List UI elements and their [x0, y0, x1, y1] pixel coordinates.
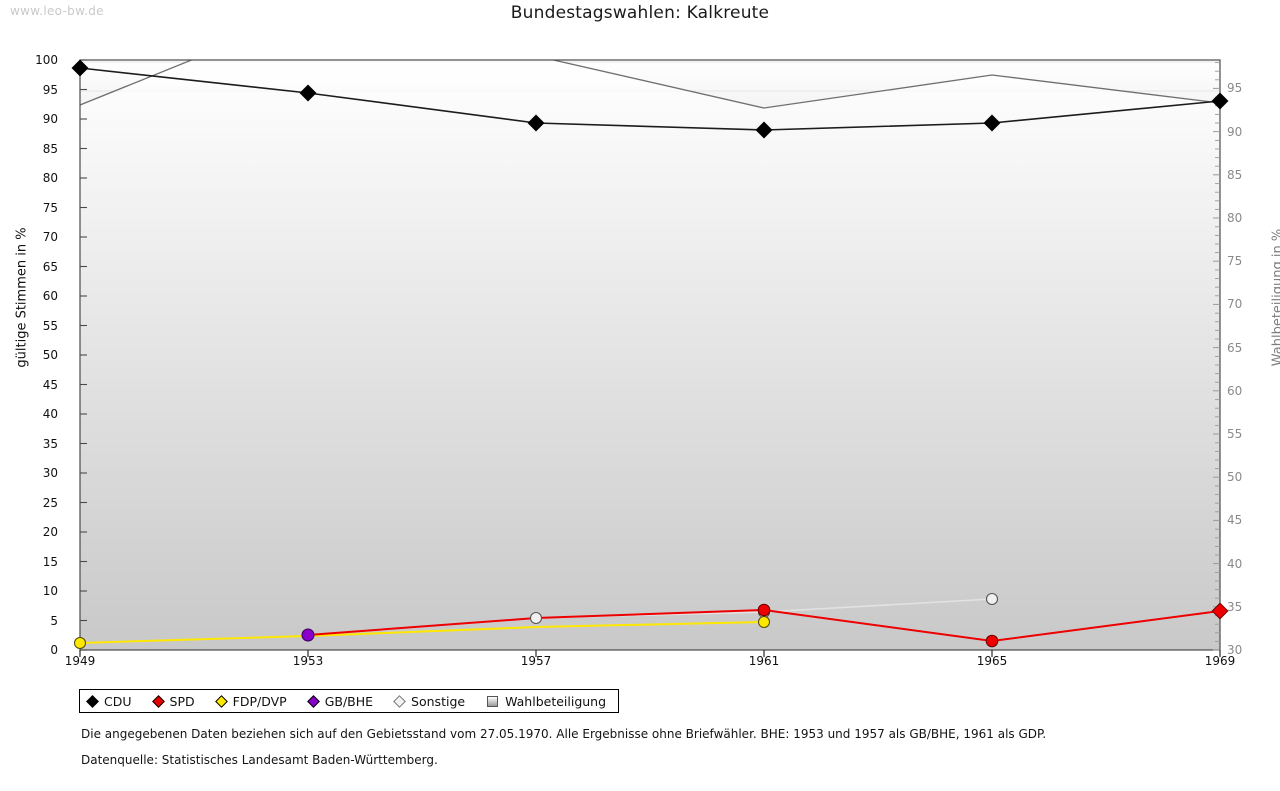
y-right-tick-50: 50	[1227, 470, 1243, 485]
y-right-tick-80: 80	[1227, 211, 1243, 225]
y-left-tick-85: 85	[42, 141, 58, 156]
y-right-tick-60: 60	[1227, 383, 1243, 398]
y-right-tick-85: 85	[1227, 167, 1243, 182]
legend-label-gb-bhe: GB/BHE	[324, 693, 374, 709]
gb-bhe-marker-icon	[306, 694, 320, 708]
footnote-data-note: Die angegebenen Daten beziehen sich auf …	[81, 727, 1047, 741]
legend-label-fdp-dvp: FDP/DVP	[232, 693, 287, 709]
y-right-tick-95: 95	[1227, 81, 1243, 96]
y-left-tick-90: 90	[42, 112, 58, 126]
x-tick-1953: 1953	[292, 654, 324, 668]
y-left-tick-55: 55	[42, 318, 58, 333]
y-left-tick-40: 40	[42, 407, 58, 421]
y-left-tick-0: 0	[50, 643, 58, 657]
cdu-marker-icon	[86, 694, 99, 708]
y-left-tick-100: 100	[35, 53, 58, 67]
y-left-tick-35: 35	[42, 436, 58, 451]
y-right-tick-70: 70	[1227, 297, 1243, 312]
y-left-tick-25: 25	[42, 495, 58, 510]
y-left-tick-65: 65	[42, 259, 58, 274]
legend-item-fdp-dvp[interactable]: FDP/DVP	[214, 693, 287, 709]
legend-item-sonstige[interactable]: Sonstige	[393, 693, 466, 709]
y-right-tick-75: 75	[1227, 254, 1243, 269]
markers-cdu	[71, 59, 1229, 139]
series-fdp-dvp	[80, 621, 765, 644]
y-right-tick-35: 35	[1227, 599, 1243, 614]
sonstige-marker-icon	[393, 694, 406, 708]
page-title: Bundestagswahlen: Kalkreute	[510, 3, 770, 23]
markers-fdp-dvp	[74, 616, 770, 649]
y-axis-left-ticks	[80, 59, 87, 651]
y-right-tick-90: 90	[1227, 124, 1243, 139]
y-right-tick-65: 65	[1227, 340, 1243, 355]
x-tick-1969: 1969	[1204, 654, 1236, 668]
legend-item-cdu[interactable]: CDU	[86, 693, 132, 709]
legend-item-gb-bhe[interactable]: GB/BHE	[306, 693, 374, 709]
y-right-tick-40: 40	[1227, 556, 1243, 571]
wahlbeteiligung-marker-icon	[487, 695, 499, 707]
y-left-tick-50: 50	[42, 348, 58, 362]
footnote-data-source: Datenquelle: Statistisches Landesamt Bad…	[81, 753, 438, 767]
y-right-tick-45: 45	[1227, 513, 1243, 528]
y-axis-right-ticks	[1213, 62, 1220, 651]
legend-label-cdu: CDU	[104, 693, 132, 709]
markers-gb-bhe	[301, 628, 315, 642]
legend-label-spd: SPD	[169, 693, 195, 709]
legend-item-spd[interactable]: SPD	[151, 693, 195, 709]
y-left-tick-45: 45	[42, 377, 58, 392]
y-left-tick-95: 95	[42, 82, 58, 97]
y-right-tick-30: 30	[1227, 643, 1243, 657]
y-left-tick-70: 70	[42, 230, 58, 244]
x-tick-1957: 1957	[520, 654, 552, 668]
legend-label-sonstige: Sonstige	[411, 693, 466, 709]
y-left-tick-30: 30	[42, 466, 58, 480]
series-wahlbeteiligung	[80, 60, 1220, 650]
series-cdu	[80, 67, 1220, 131]
y-left-tick-60: 60	[42, 289, 58, 303]
x-tick-1949: 1949	[64, 654, 96, 668]
x-axis-ticks	[79, 650, 1221, 657]
legend-label-wahlbeteiligung: Wahlbeteiligung	[505, 693, 607, 709]
y-right-tick-55: 55	[1227, 427, 1243, 441]
x-tick-1965: 1965	[976, 654, 1008, 668]
markers-spd	[757, 602, 1229, 648]
chart-legend: CDU SPD FDP/DVP GB/BHE Sonstige Wahlbete…	[79, 689, 620, 713]
y-left-tick-5: 5	[50, 613, 58, 628]
x-tick-1961: 1961	[748, 654, 780, 668]
y-left-tick-80: 80	[42, 171, 58, 185]
watermark: www.leo-bw.de	[10, 4, 104, 18]
y-left-tick-75: 75	[42, 200, 58, 215]
y-left-tick-10: 10	[42, 584, 58, 598]
legend-item-wahlbeteiligung[interactable]: Wahlbeteiligung	[487, 694, 606, 709]
fdp-dvp-marker-icon	[214, 694, 228, 708]
spd-marker-icon	[151, 694, 165, 708]
y-left-tick-15: 15	[42, 554, 58, 569]
y-left-tick-20: 20	[42, 525, 58, 539]
